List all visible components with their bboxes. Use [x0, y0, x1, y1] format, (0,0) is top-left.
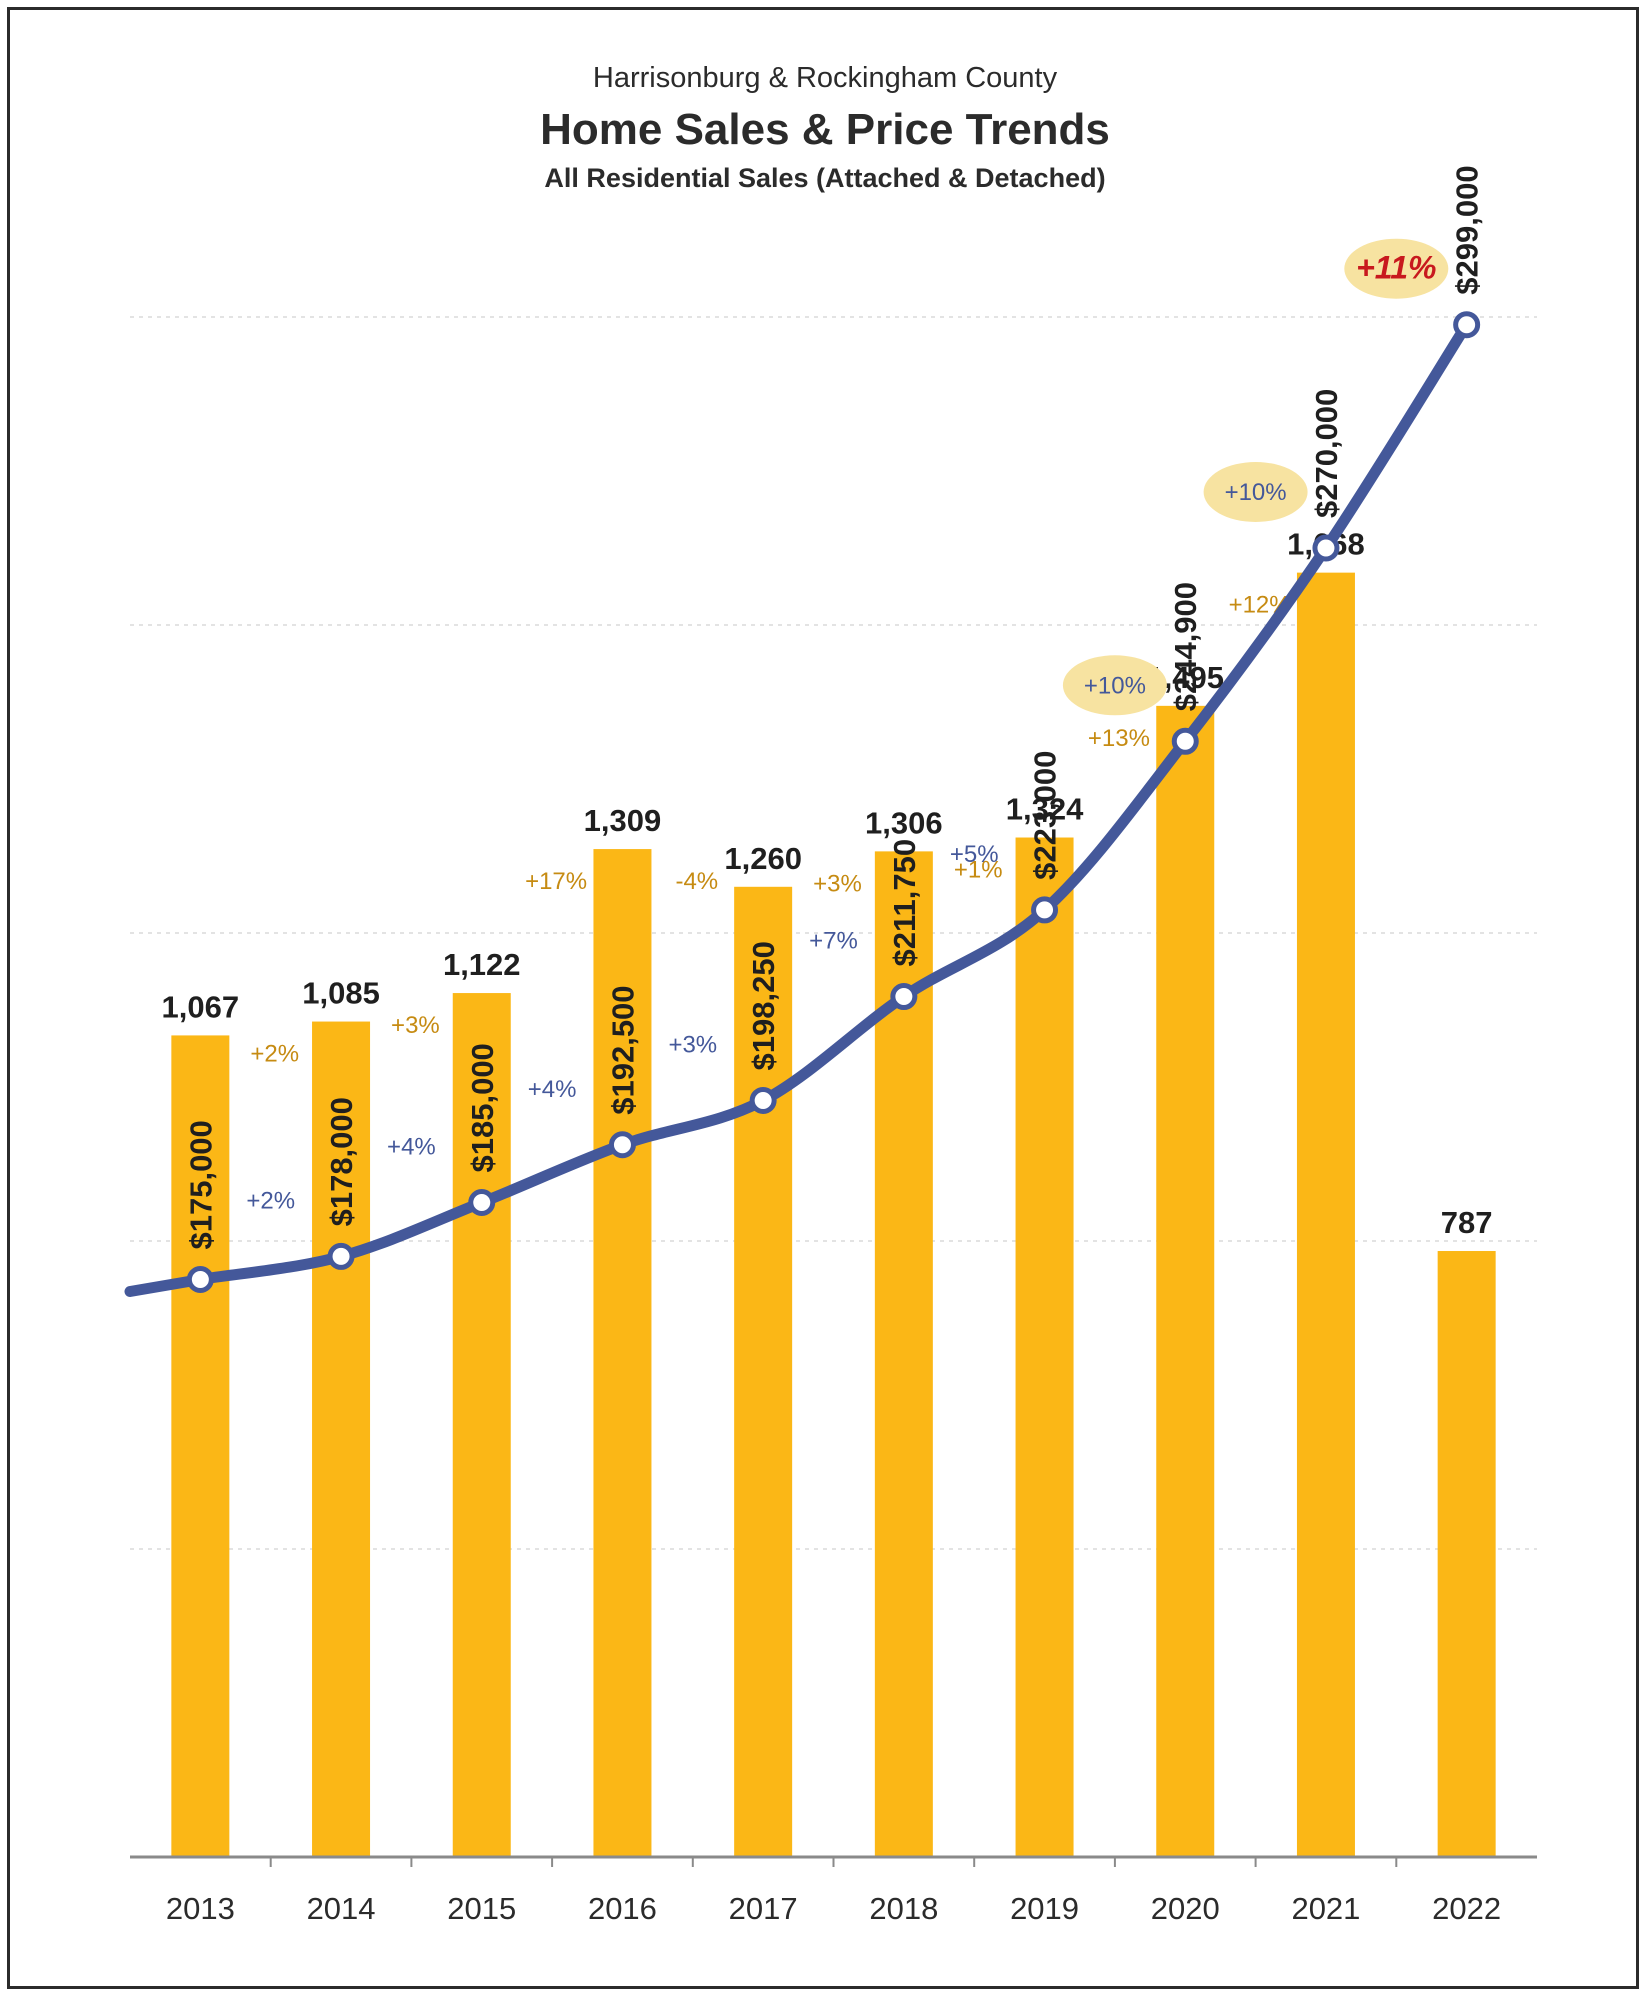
bar-value-label: 1,306	[865, 805, 943, 840]
price-value-label: $223,000	[1028, 751, 1063, 880]
x-tick-label: 2013	[166, 1891, 235, 1926]
bar-2019	[1015, 837, 1074, 1857]
change-highlight-blob	[1344, 238, 1449, 299]
x-tick-label: 2016	[588, 1891, 657, 1926]
chart-titles: Harrisonburg & Rockingham County Home Sa…	[0, 62, 1650, 194]
price-marker-2014	[327, 1242, 355, 1270]
price-change-label: +3%	[668, 1031, 717, 1058]
price-value-label: $185,000	[465, 1043, 500, 1172]
bar-value-label: 1,067	[162, 989, 240, 1024]
price-change-label: +5%	[950, 841, 999, 868]
price-marker-2017	[749, 1086, 777, 1114]
x-tick-label: 2017	[729, 1891, 798, 1926]
change-highlight-blob	[1062, 655, 1167, 716]
x-tick-label: 2020	[1151, 1891, 1220, 1926]
x-tick-label: 2022	[1432, 1891, 1501, 1926]
bar-value-label: 1,324	[1006, 792, 1084, 827]
bar-2015	[452, 993, 511, 1857]
bar-2022	[1437, 1251, 1496, 1857]
price-value-label: $211,750	[887, 839, 922, 967]
bar-2021	[1296, 572, 1355, 1857]
price-marker-2018	[890, 983, 918, 1011]
bar-2018	[874, 851, 933, 1857]
x-tick-label: 2015	[447, 1891, 516, 1926]
price-change-label: +10%	[1084, 672, 1146, 699]
x-tick-label: 2019	[1010, 1891, 1079, 1926]
price-marker-2019	[1031, 896, 1059, 924]
price-marker-2016	[608, 1131, 636, 1159]
bar-change-label: +1%	[954, 857, 1003, 884]
price-change-label: +2%	[246, 1187, 295, 1214]
bar-2014	[312, 1021, 371, 1857]
bar-value-label: 1,309	[584, 803, 662, 838]
price-marker-2022	[1453, 311, 1481, 339]
price-value-label: $178,000	[324, 1097, 359, 1226]
price-value-label: $244,900	[1168, 582, 1203, 711]
price-change-label: +4%	[528, 1076, 577, 1103]
bar-change-label: -4%	[675, 868, 718, 895]
price-value-label: $198,250	[746, 941, 781, 1070]
chart-pretitle: Harrisonburg & Rockingham County	[592, 62, 1058, 94]
bar-change-label: +17%	[525, 868, 587, 895]
price-value-label: $270,000	[1309, 389, 1344, 518]
price-change-label: +7%	[809, 928, 858, 955]
bar-value-label: 1,122	[443, 947, 521, 982]
bar-change-label: +2%	[250, 1041, 299, 1068]
bar-change-label: +13%	[1088, 725, 1150, 752]
x-tick-label: 2014	[307, 1891, 376, 1926]
price-value-label: $192,500	[605, 985, 640, 1114]
chart-subtitle: All Residential Sales (Attached & Detach…	[544, 163, 1106, 193]
bar-2016	[593, 849, 652, 1857]
bar-2013	[171, 1035, 230, 1857]
bar-2017	[734, 886, 793, 1857]
bar-value-label: 1,260	[724, 841, 802, 876]
price-value-label: $299,000	[1450, 165, 1485, 294]
handwritten-change-label: +11%	[1356, 250, 1436, 286]
price-change-label: +4%	[387, 1134, 436, 1161]
x-tick-label: 2018	[869, 1891, 938, 1926]
price-marker-2020	[1171, 727, 1199, 755]
x-tick-label: 2021	[1291, 1891, 1360, 1926]
bar-value-label: 787	[1441, 1205, 1493, 1240]
change-highlight-blob	[1203, 462, 1308, 522]
price-change-label: +10%	[1225, 479, 1287, 506]
price-marker-2021	[1312, 534, 1340, 562]
bar-2020	[1156, 705, 1215, 1857]
bar-value-label: 1,085	[302, 976, 380, 1011]
bar-change-label: +3%	[813, 870, 862, 897]
chart-title: Home Sales & Price Trends	[540, 105, 1110, 154]
price-marker-2013	[186, 1266, 214, 1293]
price-marker-2015	[468, 1189, 496, 1216]
chart-frame	[7, 7, 1639, 1989]
price-value-label: $175,000	[183, 1120, 218, 1249]
bar-change-label: +3%	[391, 1012, 440, 1039]
